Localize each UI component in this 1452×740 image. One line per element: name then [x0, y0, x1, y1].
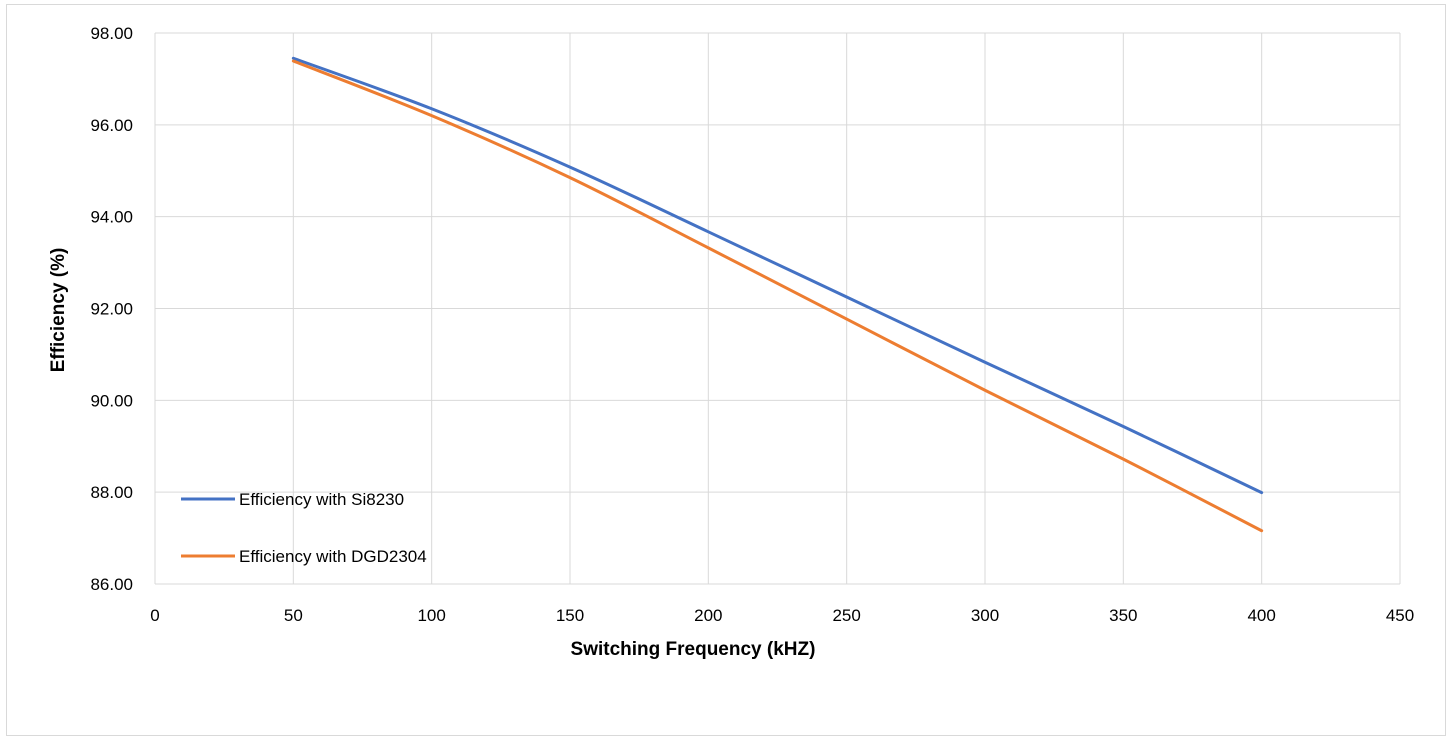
y-tick-label: 98.00: [90, 24, 133, 43]
x-tick-label: 50: [284, 606, 303, 625]
y-axis-title: Efficiency (%): [48, 248, 69, 373]
x-tick-label: 100: [417, 606, 445, 625]
x-tick-label: 300: [971, 606, 999, 625]
grid-lines: [154, 32, 1401, 585]
legend-label-2: Efficiency with DGD2304: [239, 547, 427, 566]
y-tick-label: 88.00: [90, 483, 133, 502]
y-tick-label: 92.00: [90, 300, 133, 319]
x-axis-title: Switching Frequency (kHZ): [571, 639, 816, 660]
x-tick-label: 0: [150, 606, 159, 625]
series-line-2: [291, 59, 1264, 533]
series-line-1: [291, 56, 1264, 495]
x-tick-label: 150: [556, 606, 584, 625]
legend-label-1: Efficiency with Si8230: [239, 490, 404, 509]
y-tick-label: 94.00: [90, 208, 133, 227]
y-tick-label: 86.00: [90, 575, 133, 594]
series-lines: [291, 56, 1264, 533]
tick-labels: 86.00 88.00 90.00 92.00 94.00 96.00 98.00 0 50 10…: [90, 24, 1414, 625]
x-tick-label: 250: [832, 606, 860, 625]
y-tick-label: 90.00: [90, 391, 133, 410]
x-tick-label: 200: [694, 606, 722, 625]
x-tick-label: 400: [1247, 606, 1275, 625]
y-tick-label: 96.00: [90, 116, 133, 135]
chart-frame: [6, 4, 1446, 736]
x-tick-label: 450: [1386, 606, 1414, 625]
legend: Efficiency with Si8230 Efficiency with DG…: [181, 490, 427, 566]
x-tick-label: 350: [1109, 606, 1137, 625]
